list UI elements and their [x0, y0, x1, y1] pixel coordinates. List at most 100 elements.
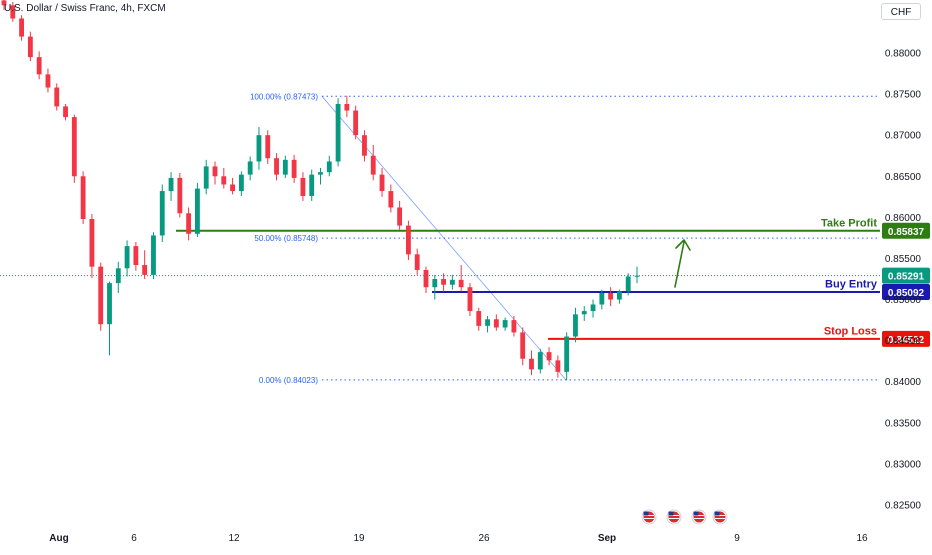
us-flag-icon[interactable] [691, 509, 707, 525]
candle-body [502, 320, 508, 328]
candle-body [274, 158, 279, 175]
candle-body [256, 135, 262, 162]
candle-body [608, 292, 614, 300]
candle-body [546, 352, 552, 361]
candle-body [168, 177, 174, 192]
candle-body [265, 135, 271, 159]
event-icon-canton [668, 511, 674, 516]
us-flag-icon[interactable] [666, 509, 682, 525]
candle-body [36, 57, 42, 75]
fib-level-label: 100.00% (0.87473) [250, 92, 318, 101]
x-axis-tick-label: 9 [734, 533, 740, 544]
candle-body [441, 279, 447, 285]
candle-body [555, 360, 561, 372]
candle-body [80, 176, 86, 220]
candle-body [89, 219, 95, 267]
x-axis-tick-label: 16 [856, 533, 868, 544]
candle-body [485, 319, 490, 326]
x-axis-tick-label: 6 [131, 533, 137, 544]
candle-body [458, 279, 464, 288]
price-tag [882, 222, 930, 239]
y-axis-tick-label: 0.87000 [885, 131, 922, 142]
candle-body [151, 235, 156, 275]
candle-body [529, 358, 534, 370]
price-tag-label: 0.85092 [888, 288, 925, 299]
candle-body [115, 268, 121, 284]
y-axis-tick-label: 0.84000 [885, 377, 922, 388]
price-tag-label: 0.85837 [888, 227, 925, 238]
candle-body [493, 319, 499, 328]
candle-body [54, 87, 60, 107]
fib-level-label: 0.00% (0.84023) [259, 376, 318, 385]
candle-body [379, 174, 385, 192]
arrow-up-icon [674, 239, 691, 288]
candle-body [45, 74, 51, 88]
candle-body [326, 161, 332, 173]
candle-body [300, 177, 306, 196]
candle-body [353, 110, 359, 136]
candle-body [467, 287, 473, 312]
price-tag [882, 283, 930, 300]
candle-body [537, 352, 543, 370]
candle-body [194, 188, 200, 234]
candle-body [423, 269, 429, 288]
candle-body [238, 174, 244, 192]
candle-body [107, 283, 112, 325]
candle-body [291, 159, 297, 178]
x-axis-tick-label: Aug [49, 533, 68, 544]
candle-body [230, 184, 236, 192]
event-icon-canton [714, 511, 720, 516]
y-axis-tick-label: 0.86500 [885, 172, 922, 183]
candle-body [10, 5, 16, 19]
candle-body [63, 106, 68, 118]
candle-body [564, 336, 570, 372]
current-price-tag [882, 267, 930, 284]
symbol-title: U.S. Dollar / Swiss Franc, 4h, FXCM [4, 3, 166, 14]
candle-body [133, 246, 139, 266]
candle-body [370, 155, 376, 175]
candle-body [388, 191, 394, 208]
fib-level-label: 50.00% (0.85748) [254, 234, 318, 243]
candle-body [362, 135, 367, 156]
candle-body [616, 291, 622, 300]
candle-body [335, 103, 341, 162]
candle-body [634, 275, 640, 277]
currency-button[interactable]: CHF [881, 3, 921, 20]
y-axis-tick-label: 0.85000 [885, 295, 922, 306]
candle-body [432, 279, 438, 288]
level-label-take-profit: Take Profit [821, 217, 877, 229]
x-axis-tick-label: 19 [353, 533, 365, 544]
current-price-label: 0.85291 [888, 272, 925, 283]
candle-body [212, 166, 218, 177]
candle-body [1, 0, 7, 6]
y-axis-tick-label: 0.82500 [885, 501, 922, 512]
candle-body [449, 279, 455, 285]
us-flag-icon[interactable] [641, 509, 657, 525]
candle-body [318, 172, 323, 175]
x-axis-tick-label: Sep [598, 533, 616, 544]
candle-body [581, 311, 587, 315]
event-icon-canton [693, 511, 699, 516]
candle-body [177, 177, 183, 214]
candle-body [247, 161, 253, 175]
candle-body [309, 174, 315, 196]
candle-body [159, 191, 165, 236]
level-label-buy-entry: Buy Entry [825, 278, 878, 290]
candle-body [344, 103, 350, 111]
y-axis-tick-label: 0.83500 [885, 418, 922, 429]
y-axis-tick-label: 0.88000 [885, 49, 922, 60]
y-axis-tick-label: 0.85500 [885, 254, 922, 265]
us-flag-icon[interactable] [712, 509, 728, 525]
candle-body [599, 292, 605, 305]
event-icon-canton [643, 511, 649, 516]
candle-body [476, 311, 482, 326]
y-axis-tick-label: 0.83000 [885, 459, 922, 470]
candle-body [405, 225, 411, 255]
candle-body [520, 332, 526, 359]
price-tag-label: 0.84522 [888, 335, 925, 346]
price-tag [882, 330, 930, 347]
candle-body [397, 207, 403, 226]
candle-body [590, 304, 596, 312]
